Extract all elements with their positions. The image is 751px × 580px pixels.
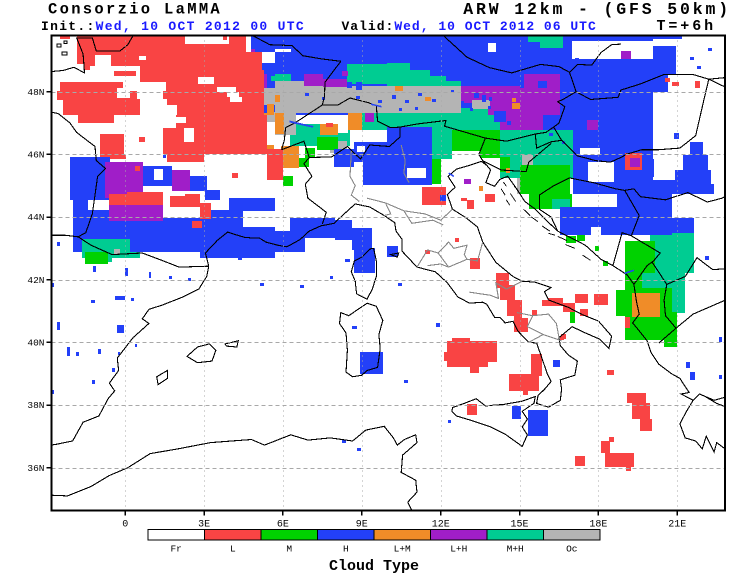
- svg-text:6E: 6E: [277, 520, 289, 531]
- svg-text:12E: 12E: [432, 520, 450, 531]
- svg-text:0: 0: [122, 520, 128, 531]
- svg-text:T=+6h: T=+6h: [656, 18, 716, 35]
- svg-text:Fr: Fr: [170, 544, 181, 555]
- svg-text:15E: 15E: [510, 520, 528, 531]
- svg-text:46N: 46N: [27, 150, 44, 161]
- svg-text:L+H: L+H: [450, 544, 467, 555]
- svg-text:ARW 12km - (GFS 50km): ARW 12km - (GFS 50km): [463, 0, 731, 19]
- svg-text:L+M: L+M: [394, 544, 411, 555]
- svg-text:L: L: [230, 544, 236, 555]
- svg-text:21E: 21E: [668, 520, 686, 531]
- svg-text:H: H: [343, 544, 349, 555]
- svg-text:40N: 40N: [27, 338, 44, 349]
- svg-text:Valid:Wed, 10 OCT 2012 06 UTC: Valid:Wed, 10 OCT 2012 06 UTC: [342, 19, 597, 34]
- svg-text:Cloud Type: Cloud Type: [329, 558, 419, 575]
- svg-text:9E: 9E: [356, 520, 368, 531]
- svg-text:Init.:Wed, 10 OCT 2012 00 UTC: Init.:Wed, 10 OCT 2012 00 UTC: [41, 19, 305, 34]
- svg-text:M: M: [286, 544, 292, 555]
- svg-text:44N: 44N: [27, 212, 44, 223]
- svg-text:18E: 18E: [589, 520, 607, 531]
- svg-text:38N: 38N: [27, 400, 44, 411]
- svg-text:Oc: Oc: [566, 544, 578, 555]
- svg-text:M+H: M+H: [507, 544, 524, 555]
- svg-text:42N: 42N: [27, 275, 44, 286]
- svg-text:Consorzio LaMMA: Consorzio LaMMA: [48, 1, 222, 19]
- svg-text:3E: 3E: [198, 520, 210, 531]
- svg-text:48N: 48N: [27, 87, 44, 98]
- svg-text:36N: 36N: [27, 463, 44, 474]
